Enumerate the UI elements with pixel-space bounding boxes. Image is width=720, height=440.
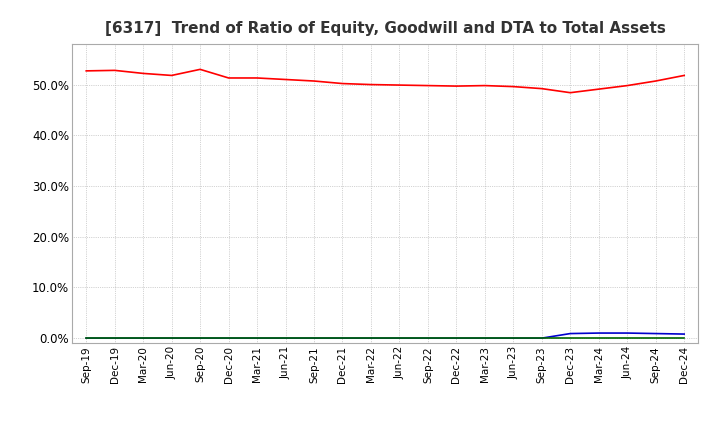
Goodwill (110, 335, 119, 341)
Goodwill (82, 335, 91, 341)
Equity (423, 83, 432, 88)
Goodwill (139, 335, 148, 341)
Deferred Tax Assets (395, 335, 404, 341)
Equity (566, 90, 575, 95)
Deferred Tax Assets (366, 335, 375, 341)
Equity (338, 81, 347, 86)
Goodwill (196, 335, 204, 341)
Deferred Tax Assets (282, 335, 290, 341)
Equity (225, 75, 233, 81)
Deferred Tax Assets (566, 335, 575, 341)
Line: Goodwill: Goodwill (86, 333, 684, 338)
Equity (452, 84, 461, 89)
Goodwill (680, 331, 688, 337)
Equity (139, 71, 148, 76)
Line: Equity: Equity (86, 70, 684, 93)
Deferred Tax Assets (680, 335, 688, 341)
Deferred Tax Assets (110, 335, 119, 341)
Deferred Tax Assets (480, 335, 489, 341)
Goodwill (225, 335, 233, 341)
Equity (652, 78, 660, 84)
Goodwill (566, 331, 575, 336)
Goodwill (652, 331, 660, 336)
Deferred Tax Assets (196, 335, 204, 341)
Goodwill (452, 335, 461, 341)
Deferred Tax Assets (82, 335, 91, 341)
Goodwill (395, 335, 404, 341)
Equity (110, 68, 119, 73)
Equity (395, 82, 404, 88)
Deferred Tax Assets (423, 335, 432, 341)
Deferred Tax Assets (452, 335, 461, 341)
Equity (253, 75, 261, 81)
Equity (680, 73, 688, 78)
Deferred Tax Assets (338, 335, 347, 341)
Deferred Tax Assets (253, 335, 261, 341)
Equity (167, 73, 176, 78)
Goodwill (509, 335, 518, 341)
Title: [6317]  Trend of Ratio of Equity, Goodwill and DTA to Total Assets: [6317] Trend of Ratio of Equity, Goodwil… (105, 21, 665, 36)
Deferred Tax Assets (595, 335, 603, 341)
Equity (537, 86, 546, 91)
Deferred Tax Assets (652, 335, 660, 341)
Equity (623, 83, 631, 88)
Deferred Tax Assets (509, 335, 518, 341)
Deferred Tax Assets (537, 335, 546, 341)
Equity (82, 68, 91, 73)
Equity (196, 67, 204, 72)
Deferred Tax Assets (167, 335, 176, 341)
Goodwill (595, 330, 603, 336)
Equity (509, 84, 518, 89)
Goodwill (537, 335, 546, 341)
Equity (480, 83, 489, 88)
Equity (595, 87, 603, 92)
Goodwill (167, 335, 176, 341)
Equity (310, 78, 318, 84)
Equity (282, 77, 290, 82)
Legend: Equity, Goodwill, Deferred Tax Assets: Equity, Goodwill, Deferred Tax Assets (191, 439, 580, 440)
Goodwill (338, 335, 347, 341)
Deferred Tax Assets (139, 335, 148, 341)
Goodwill (366, 335, 375, 341)
Goodwill (253, 335, 261, 341)
Goodwill (310, 335, 318, 341)
Deferred Tax Assets (225, 335, 233, 341)
Equity (366, 82, 375, 87)
Deferred Tax Assets (623, 335, 631, 341)
Goodwill (282, 335, 290, 341)
Goodwill (623, 330, 631, 336)
Goodwill (480, 335, 489, 341)
Goodwill (423, 335, 432, 341)
Deferred Tax Assets (310, 335, 318, 341)
